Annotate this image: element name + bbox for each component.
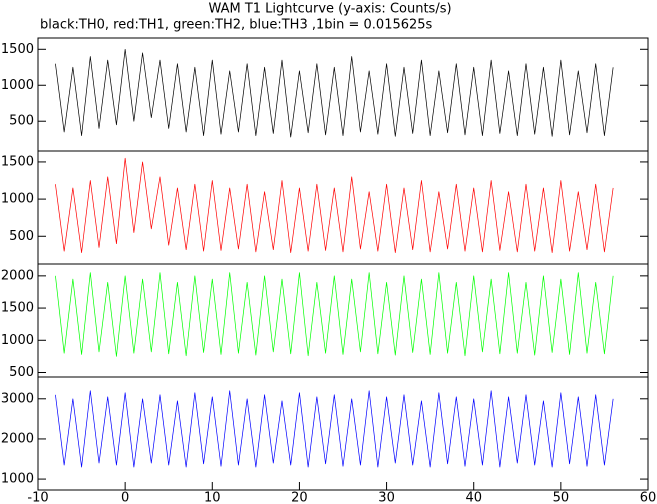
y-tick-label: 1500 <box>1 42 34 57</box>
y-tick-label: 500 <box>9 365 34 380</box>
x-tick-label: 60 <box>640 491 657 504</box>
series-line <box>55 272 614 357</box>
panel-frame <box>37 376 649 491</box>
y-tick-label: 500 <box>9 229 34 244</box>
series-line <box>55 157 614 253</box>
y-tick-label: 500 <box>9 114 34 129</box>
x-tick-label: 0 <box>121 491 129 504</box>
y-tick-label: 1500 <box>1 301 34 316</box>
y-tick-label: 2000 <box>1 431 34 446</box>
y-tick-label: 1000 <box>1 333 34 348</box>
x-tick-label: 20 <box>291 491 308 504</box>
x-tick-label: -10 <box>27 491 48 504</box>
x-tick-label: 40 <box>465 491 482 504</box>
y-tick-label: 1000 <box>1 78 34 93</box>
y-tick-label: 1000 <box>1 472 34 487</box>
chart-title: WAM T1 Lightcurve (y-axis: Counts/s) <box>208 2 451 17</box>
series-line <box>55 48 614 138</box>
y-tick-label: 1500 <box>1 154 34 169</box>
x-tick-label: 30 <box>378 491 395 504</box>
x-tick-label: 50 <box>553 491 570 504</box>
y-tick-label: 3000 <box>1 391 34 406</box>
chart-subtitle: black:TH0, red:TH1, green:TH2, blue:TH3 … <box>40 18 433 33</box>
series-line <box>55 390 614 468</box>
y-tick-label: 1000 <box>1 192 34 207</box>
x-tick-label: 10 <box>204 491 221 504</box>
y-tick-label: 2000 <box>1 268 34 283</box>
